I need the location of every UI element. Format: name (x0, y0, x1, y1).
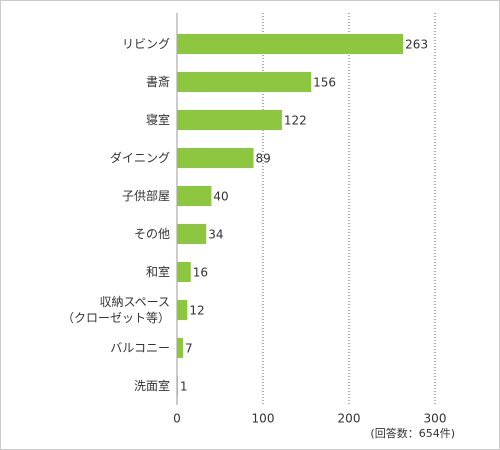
category-label: その他 (133, 227, 170, 241)
value-label: 122 (284, 114, 307, 128)
bar (177, 300, 188, 320)
bar (177, 72, 312, 92)
category-label: 書斎 (145, 75, 170, 89)
category-label: 和室 (145, 265, 170, 279)
bar (177, 338, 184, 358)
value-label: 12 (189, 304, 204, 318)
category-label: 寝室 (145, 113, 170, 127)
x-tick-label: 300 (424, 412, 447, 426)
bar (177, 224, 207, 244)
bar (177, 262, 191, 282)
x-tick-label: 200 (338, 412, 361, 426)
value-label: 7 (185, 342, 193, 356)
value-label: 263 (405, 38, 428, 52)
x-tick-label: 0 (173, 412, 181, 426)
bar (177, 148, 254, 168)
category-label: 収納スペース （クローゼット等） (61, 295, 170, 325)
bar (177, 34, 404, 54)
x-tick-label: 100 (252, 412, 275, 426)
value-label: 156 (313, 76, 336, 90)
category-label: 子供部屋 (121, 189, 170, 203)
value-label: 1 (180, 380, 188, 394)
category-label: バルコニー (110, 341, 170, 355)
annotation: (回答数：654件) (370, 426, 455, 440)
bar (177, 110, 282, 130)
value-label: 16 (193, 266, 208, 280)
category-label: リビング (121, 37, 170, 51)
category-label: ダイニング (109, 151, 170, 165)
bar (177, 376, 178, 396)
value-label: 34 (208, 228, 223, 242)
bar (177, 186, 212, 206)
value-label: 89 (256, 152, 271, 166)
category-label: 洗面室 (133, 379, 170, 393)
value-label: 40 (213, 190, 228, 204)
